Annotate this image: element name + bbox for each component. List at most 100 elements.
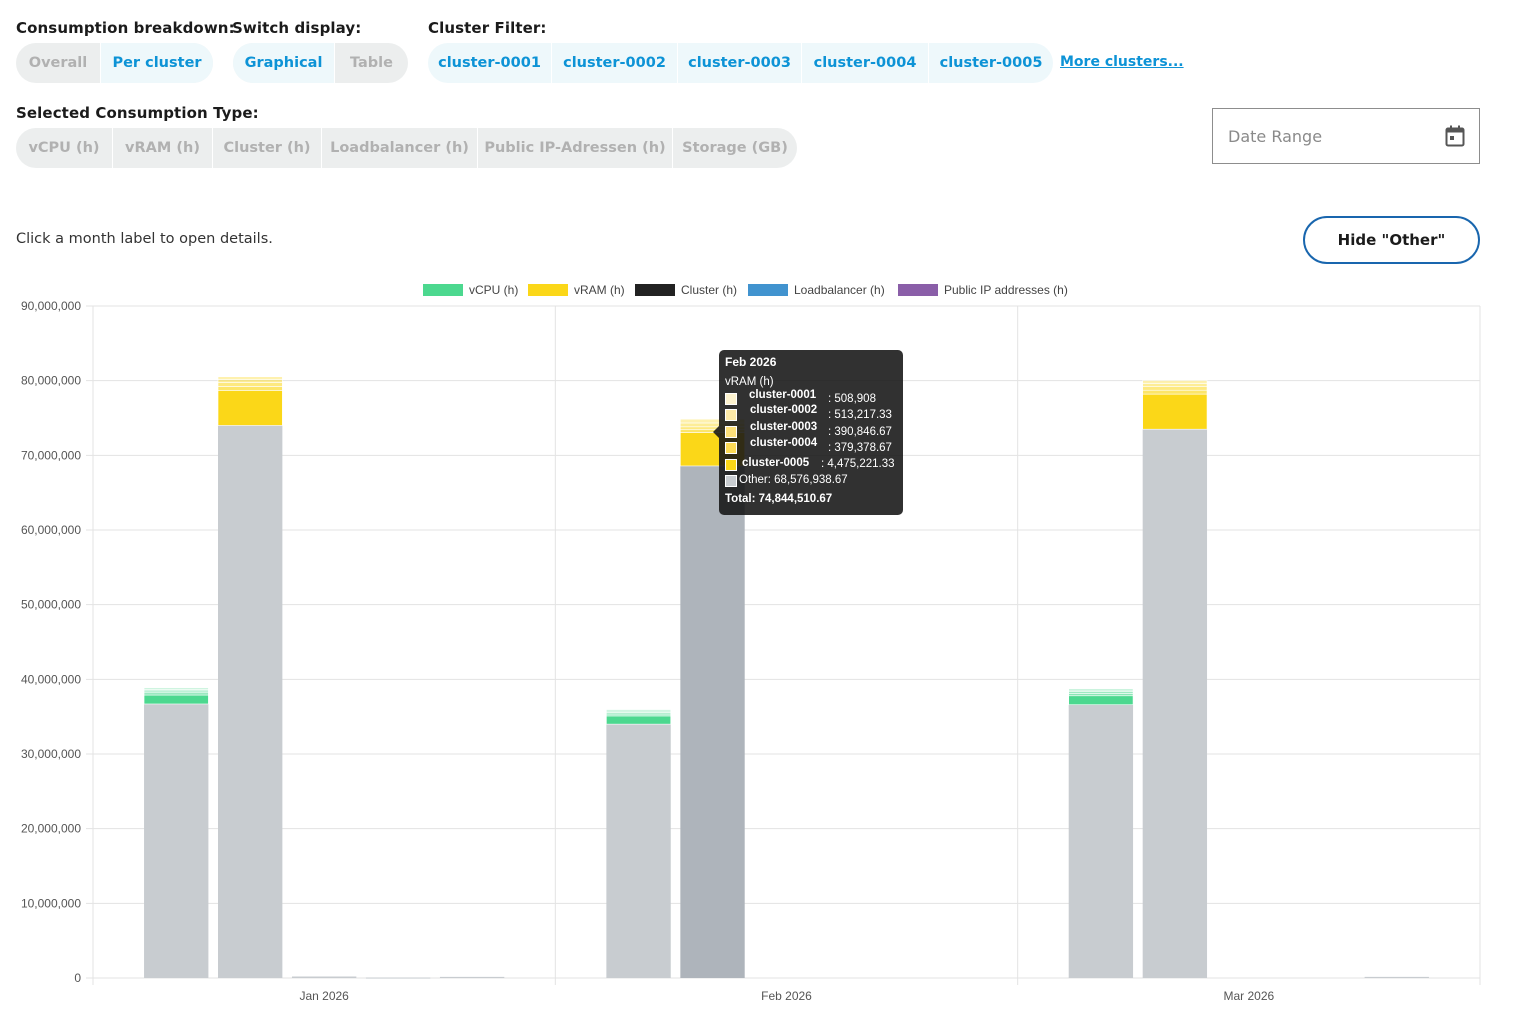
y-tick-label: 60,000,000 xyxy=(21,523,81,537)
legend-item: Public IP addresses (h) xyxy=(898,283,1068,297)
bar-segment-other xyxy=(606,724,671,978)
type-storage-button[interactable]: Storage (GB) xyxy=(682,140,788,156)
tooltip-row-name: cluster-0002 xyxy=(750,404,818,416)
legend-swatch xyxy=(748,284,788,296)
tooltip-row-name: cluster-0001 xyxy=(749,389,817,401)
consumption-chart: vCPU (h) vRAM (h) Cluster (h) Loadbalancer … xyxy=(21,283,1481,1003)
bar-segment-cluster xyxy=(1142,386,1208,391)
type-vram-button[interactable]: vRAM (h) xyxy=(113,128,213,168)
chart-tooltip: Feb 2026 vRAM (h) cluster-0001 : 508,908… xyxy=(713,350,903,515)
legend-label: vRAM (h) xyxy=(574,283,625,297)
legend-item: Loadbalancer (h) xyxy=(748,283,885,297)
x-tick-label: Feb 2026 xyxy=(761,989,812,1003)
cluster-filter-0001[interactable]: cluster-0001 xyxy=(428,43,552,83)
bar-segment-cluster xyxy=(606,715,672,725)
bar-segment-other xyxy=(1068,704,1134,978)
y-axis: 0 10,000,000 20,000,000 30,000,000 40,000,00… xyxy=(21,299,81,985)
bar-segment-cluster xyxy=(1068,693,1134,697)
tooltip-row: cluster-0002 : 513,217.33 xyxy=(725,404,901,422)
type-vcpu-button[interactable]: vCPU (h) xyxy=(16,128,113,168)
display-graphical-button[interactable]: Graphical xyxy=(233,43,335,83)
tooltip-row-value: : 4,475,221.33 xyxy=(821,458,895,470)
cluster-filter-label: Cluster Filter: xyxy=(428,19,547,37)
bar-segment-other xyxy=(365,977,431,979)
tooltip-series: vRAM (h) xyxy=(725,376,774,388)
tooltip-row-value: : 379,378.67 xyxy=(828,442,892,454)
legend-swatch xyxy=(635,284,675,296)
tooltip-row-name: cluster-0004 xyxy=(750,437,818,449)
more-clusters-link[interactable]: More clusters... xyxy=(1060,54,1184,70)
calendar-icon[interactable] xyxy=(1445,125,1465,147)
type-cluster-button[interactable]: Cluster (h) xyxy=(213,128,322,168)
bar-segment-cluster xyxy=(1142,389,1208,395)
bar-segment-other xyxy=(218,425,283,978)
bar-segment-cluster xyxy=(217,390,283,426)
tooltip-row-name: Other: 68,576,938.67 xyxy=(739,474,848,486)
tooltip-row: Other: 68,576,938.67 xyxy=(725,474,901,488)
consumption-type-group: vCPU (h) vRAM (h) Cluster (h) Loadbalanc… xyxy=(16,128,797,168)
display-toggle: Graphical Table xyxy=(233,43,408,83)
tooltip-swatch xyxy=(725,409,737,421)
y-tick-label: 50,000,000 xyxy=(21,598,81,612)
cluster-filter-0003[interactable]: cluster-0003 xyxy=(678,43,802,83)
legend-label: Loadbalancer (h) xyxy=(794,283,885,297)
y-tick-label: 20,000,000 xyxy=(21,822,81,836)
hide-other-button[interactable]: Hide "Other" xyxy=(1303,216,1480,264)
legend-item: vCPU (h) xyxy=(423,283,518,297)
tooltip-row-value: : 390,846.67 xyxy=(828,426,892,438)
tooltip-row: cluster-0003 : 390,846.67 xyxy=(725,421,901,439)
cluster-filter-0002[interactable]: cluster-0002 xyxy=(552,43,678,83)
bar-segment-cluster xyxy=(143,694,209,705)
display-table-button[interactable]: Table xyxy=(350,55,393,71)
type-loadbalancer-button[interactable]: Loadbalancer (h) xyxy=(322,128,478,168)
bar-segment-other xyxy=(680,465,745,978)
legend-item: vRAM (h) xyxy=(528,283,625,297)
breakdown-per-cluster-button[interactable]: Per cluster xyxy=(101,43,213,83)
bar-segment-cluster xyxy=(1068,695,1134,706)
cluster-filter-0005[interactable]: cluster-0005 xyxy=(939,55,1043,71)
legend-swatch xyxy=(528,284,568,296)
type-public-ip-button[interactable]: Public IP-Adressen (h) xyxy=(478,128,673,168)
legend-label: Public IP addresses (h) xyxy=(944,283,1068,297)
bar-segment-cluster xyxy=(143,692,209,696)
tooltip-row: cluster-0004 : 379,378.67 xyxy=(725,437,901,455)
bar-segment-cluster xyxy=(606,709,672,712)
legend-label: Cluster (h) xyxy=(681,283,737,297)
chart-legend: vCPU (h) vRAM (h) Cluster (h) Loadbalancer … xyxy=(423,283,1068,297)
y-tick-label: 30,000,000 xyxy=(21,747,81,761)
bar-segment-cluster xyxy=(1142,380,1208,384)
tooltip-swatch xyxy=(725,459,737,471)
date-range-placeholder: Date Range xyxy=(1228,126,1323,146)
tooltip-title: Feb 2026 xyxy=(725,355,777,369)
chart-bars xyxy=(143,376,1429,979)
x-tick-label: Mar 2026 xyxy=(1223,989,1274,1003)
tooltip-row: cluster-0001 : 508,908 xyxy=(725,389,901,406)
bar-segment-cluster xyxy=(217,382,283,387)
x-tick-label: Jan 2026 xyxy=(299,989,349,1003)
tooltip-swatch xyxy=(725,426,737,438)
tooltip-row: cluster-0005 : 4,475,221.33 xyxy=(725,457,901,472)
legend-swatch xyxy=(423,284,463,296)
tooltip-row-value: : 508,908 xyxy=(828,393,876,405)
legend-label: vCPU (h) xyxy=(469,283,518,297)
bar-segment-other xyxy=(1364,976,1429,978)
bar-segment-cluster xyxy=(1142,393,1208,430)
tooltip-row-value: : 513,217.33 xyxy=(828,409,892,421)
tooltip-swatch xyxy=(725,442,737,454)
bar-segment-cluster xyxy=(143,687,209,690)
breakdown-overall-button[interactable]: Overall xyxy=(16,43,101,83)
cluster-filter-0004[interactable]: cluster-0004 xyxy=(802,43,929,83)
bar-segment-cluster xyxy=(1142,383,1208,387)
date-range-input[interactable]: Date Range xyxy=(1212,108,1480,164)
bar-segment-cluster xyxy=(217,386,283,391)
tooltip-swatch xyxy=(725,475,737,487)
bar-segment-other xyxy=(144,703,209,978)
y-tick-label: 0 xyxy=(74,971,81,985)
bar-segment-cluster xyxy=(217,379,283,383)
y-tick-label: 40,000,000 xyxy=(21,672,81,686)
bar-segment-other xyxy=(1142,429,1208,978)
display-label: Switch display: xyxy=(232,19,362,37)
month-label-hint: Click a month label to open details. xyxy=(16,231,273,247)
bar-segment-other xyxy=(291,976,357,978)
legend-swatch xyxy=(898,284,938,296)
